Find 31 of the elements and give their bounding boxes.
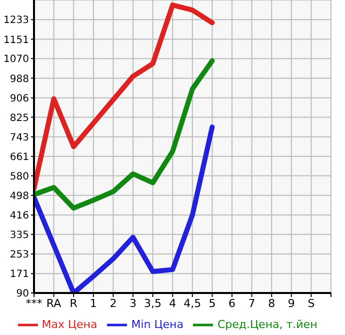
x-tick-label: 7 xyxy=(248,296,256,310)
y-tick-label: 1070 xyxy=(4,54,29,66)
y-tick-label: 988 xyxy=(10,74,29,85)
y-tick-label: 580 xyxy=(10,171,29,182)
legend-label: Max Цена xyxy=(42,318,98,332)
y-tick-label: 171 xyxy=(10,269,29,280)
x-tick-label: 9 xyxy=(288,296,295,310)
x-tick-label: 8 xyxy=(268,296,276,310)
y-tick-label: 743 xyxy=(10,132,29,144)
x-tick-label: 3 xyxy=(130,296,136,310)
x-tick-label: 6 xyxy=(228,296,236,310)
y-tick-label: 335 xyxy=(10,230,29,241)
y-tick-label: 825 xyxy=(10,112,29,124)
x-tick-label: R xyxy=(70,296,78,310)
y-tick-label: 498 xyxy=(10,190,29,202)
y-tick-label: 1233 xyxy=(4,15,29,26)
y-tick-label: 906 xyxy=(10,93,29,104)
y-tick-label: 661 xyxy=(10,152,29,163)
x-tick-label: 4,5 xyxy=(184,296,202,310)
x-tick-label: S xyxy=(308,296,315,310)
legend-label: Сред.Цена, т.йен xyxy=(217,318,318,332)
y-tick-label: 253 xyxy=(10,250,29,261)
x-tick-label: 4 xyxy=(169,296,176,310)
x-tick-label: RA xyxy=(46,296,62,310)
x-tick-label: 3,5 xyxy=(144,296,162,310)
x-tick-label: 2 xyxy=(110,296,117,310)
x-tick-label: 5 xyxy=(208,296,216,310)
y-tick-label: 1151 xyxy=(4,34,29,46)
legend-label: Min Цена xyxy=(131,318,184,332)
y-tick-label: 416 xyxy=(10,210,29,222)
x-tick-label: 1 xyxy=(90,296,97,310)
